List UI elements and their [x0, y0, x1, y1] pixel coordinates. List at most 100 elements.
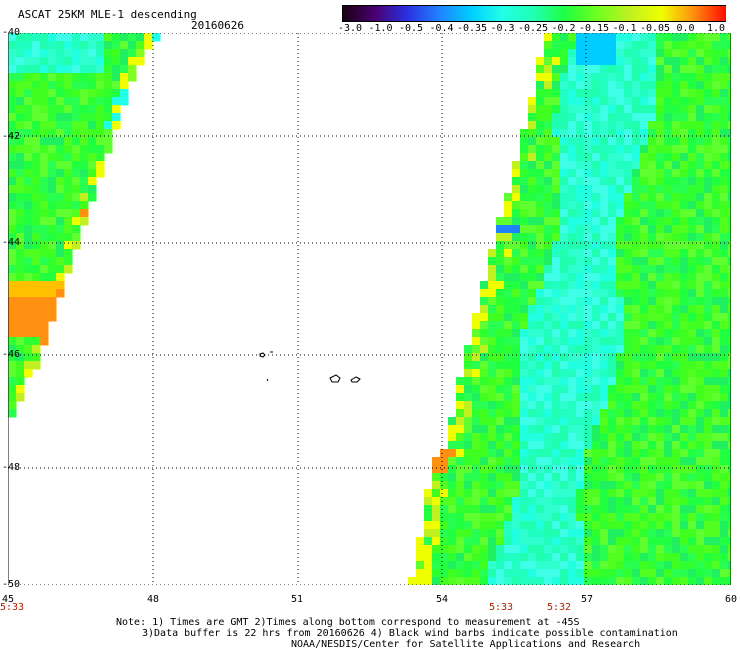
swath-cell — [448, 513, 457, 522]
swath-cell — [688, 41, 697, 50]
swath-cell — [568, 281, 577, 290]
swath-cell — [520, 177, 529, 186]
swath-cell — [712, 305, 721, 314]
swath-cell — [720, 561, 729, 570]
lat-label-46: -46 — [2, 349, 21, 360]
swath-cell — [456, 497, 465, 506]
swath-cell — [40, 185, 49, 194]
swath-cell — [672, 249, 681, 258]
swath-cell — [544, 497, 553, 506]
swath-cell — [648, 249, 657, 258]
swath-cell — [56, 57, 65, 66]
swath-cell — [448, 577, 457, 585]
swath-cell — [552, 97, 561, 106]
swath-cell — [600, 553, 609, 562]
swath-cell — [512, 225, 521, 234]
swath-cell — [720, 281, 729, 290]
swath-cell — [728, 57, 731, 66]
swath-cell — [472, 529, 481, 538]
swath-cell — [528, 273, 537, 282]
swath-cell — [656, 441, 665, 450]
swath-cell — [464, 473, 473, 482]
swath-cell — [464, 377, 473, 386]
swath-cell — [544, 409, 553, 418]
swath-cell — [648, 289, 657, 298]
swath-cell — [648, 425, 657, 434]
swath-cell — [688, 449, 697, 458]
swath-cell — [128, 49, 137, 58]
swath-cell — [616, 441, 625, 450]
swath-cell — [656, 289, 665, 298]
swath-cell — [24, 281, 33, 290]
swath-cell — [608, 145, 617, 154]
swath-cell — [616, 401, 625, 410]
swath-cell — [720, 97, 729, 106]
swath-cell — [536, 241, 545, 250]
swath-cell — [48, 177, 57, 186]
swath-cell — [688, 153, 697, 162]
swath-cell — [664, 89, 673, 98]
swath-cell — [696, 153, 705, 162]
swath-cell — [576, 569, 585, 578]
swath-cell — [480, 537, 489, 546]
swath-cell — [616, 545, 625, 554]
swath-cell — [16, 81, 25, 90]
swath-cell — [120, 49, 129, 58]
swath-cell — [8, 321, 17, 330]
swath-cell — [528, 377, 537, 386]
swath-cell — [720, 297, 729, 306]
swath-cell — [432, 505, 441, 514]
swath-right — [408, 33, 731, 585]
swath-cell — [512, 473, 521, 482]
swath-cell — [688, 105, 697, 114]
swath-cell — [728, 49, 731, 58]
swath-cell — [560, 377, 569, 386]
swath-cell — [8, 121, 17, 130]
swath-cell — [600, 513, 609, 522]
swath-cell — [8, 329, 17, 338]
swath-cell — [680, 521, 689, 530]
swath-cell — [568, 129, 577, 138]
swath-cell — [480, 473, 489, 482]
swath-cell — [664, 409, 673, 418]
swath-cell — [512, 257, 521, 266]
swath-cell — [536, 65, 545, 74]
swath-cell — [552, 121, 561, 130]
swath-cell — [664, 249, 673, 258]
swath-cell — [40, 121, 49, 130]
swath-cell — [568, 353, 577, 362]
swath-cell — [616, 257, 625, 266]
swath-cell — [8, 281, 17, 290]
swath-cell — [464, 433, 473, 442]
swath-cell — [584, 513, 593, 522]
swath-cell — [584, 129, 593, 138]
swath-cell — [664, 273, 673, 282]
swath-cell — [440, 521, 449, 530]
swath-cell — [64, 57, 73, 66]
swath-cell — [640, 273, 649, 282]
swath-cell — [40, 57, 49, 66]
swath-cell — [696, 113, 705, 122]
swath-cell — [704, 377, 713, 386]
swath-cell — [560, 385, 569, 394]
swath-cell — [528, 577, 537, 585]
swath-cell — [576, 353, 585, 362]
swath-cell — [80, 161, 89, 170]
swath-cell — [704, 545, 713, 554]
swath-cell — [656, 553, 665, 562]
swath-cell — [504, 329, 513, 338]
swath-cell — [584, 553, 593, 562]
swath-cell — [496, 473, 505, 482]
swath-cell — [104, 145, 113, 154]
swath-cell — [496, 217, 505, 226]
swath-cell — [704, 209, 713, 218]
swath-cell — [8, 249, 17, 258]
swath-cell — [608, 329, 617, 338]
swath-cell — [616, 177, 625, 186]
swath-cell — [632, 297, 641, 306]
swath-cell — [680, 561, 689, 570]
swath-cell — [584, 337, 593, 346]
swath-cell — [592, 425, 601, 434]
swath-cell — [656, 177, 665, 186]
swath-cell — [112, 81, 121, 90]
